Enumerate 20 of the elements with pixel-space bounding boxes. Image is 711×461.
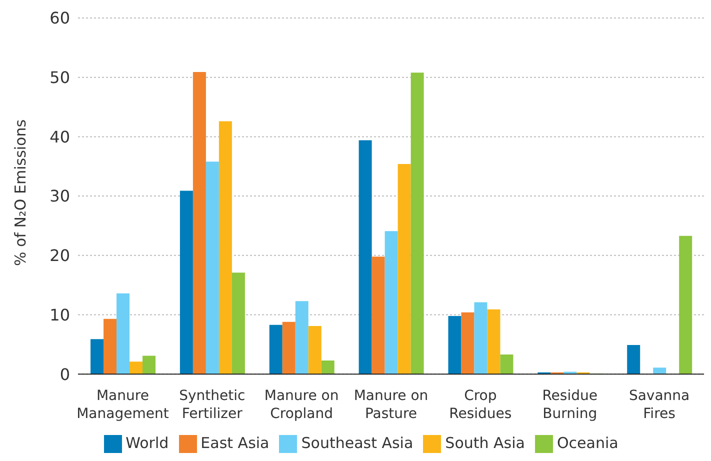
y-axis-title: % of N₂O Emissions — [11, 119, 30, 266]
y-tick-label: 40 — [50, 127, 70, 146]
y-tick-label: 20 — [50, 246, 70, 266]
x-tick-label: Manure on Pasture — [354, 388, 428, 422]
x-tick-label: Manure Management — [76, 388, 170, 422]
x-tick-label: Crop Residues — [449, 388, 512, 422]
legend-label: World — [126, 434, 169, 452]
y-tick-label: 60 — [50, 8, 70, 28]
y-tick-label: 0 — [60, 364, 70, 384]
legend-label: South Asia — [445, 434, 525, 452]
y-tick-label: 30 — [50, 186, 70, 206]
x-tick-label: Synthetic Fertilizer — [179, 388, 246, 422]
legend-label: Oceania — [556, 434, 618, 452]
x-tick-label: Savanna Fires — [628, 388, 690, 422]
x-tick-label: Manure on Cropland — [264, 388, 339, 422]
y-tick-label: 50 — [50, 68, 70, 88]
x-tick-label: Residue Burning — [542, 388, 598, 422]
legend-label: East Asia — [200, 434, 270, 452]
legend-label: Southeast Asia — [301, 434, 414, 452]
y-tick-label: 10 — [50, 305, 70, 324]
